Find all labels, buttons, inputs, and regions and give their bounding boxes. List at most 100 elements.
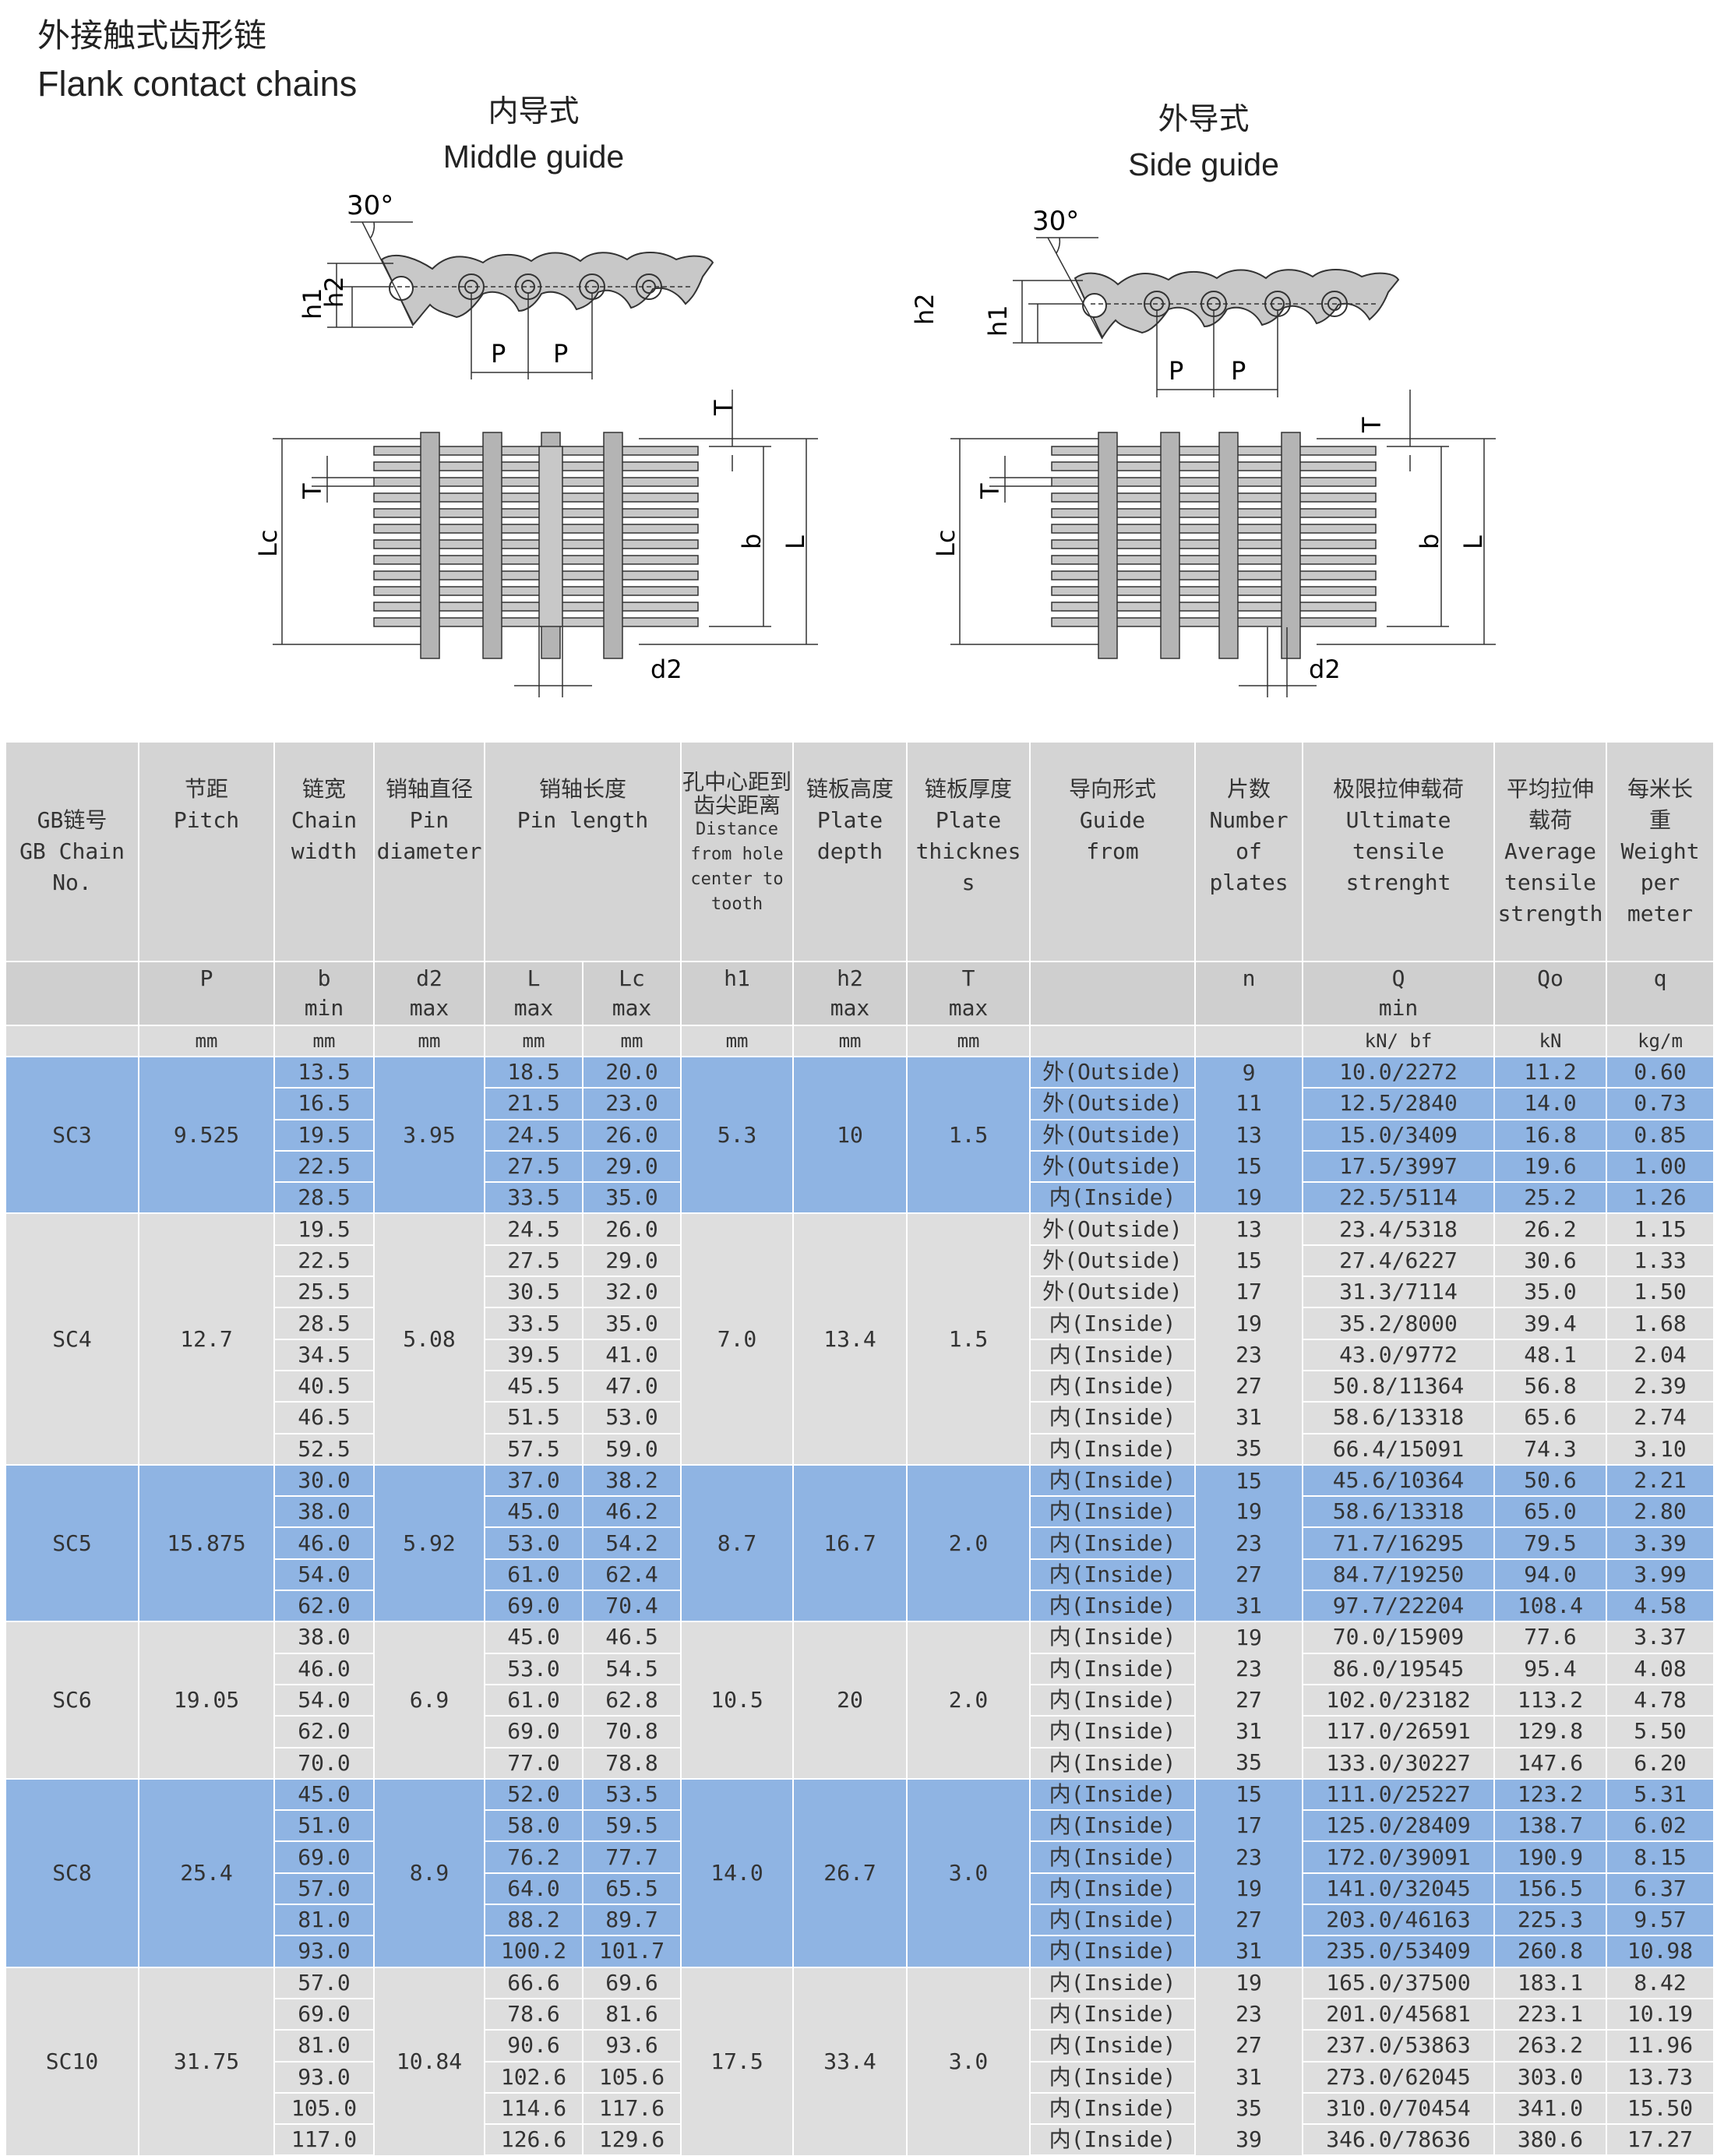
sym-q-sub: min [1378,995,1419,1021]
side-guide-diagram: 30° h2 h1 P P T [910,206,1496,697]
chain-width-cell: 19.5 [274,1119,375,1152]
average-cell: 303.0 [1494,2061,1608,2094]
guide-cell: 内(Inside) [1030,1496,1197,1529]
middle-guide-caption: 内导式 Middle guide [417,87,650,175]
pin-length-lc-cell: 29.0 [583,1150,682,1184]
b-label: b [737,534,767,549]
pin-length-lc-cell: 117.6 [583,2092,682,2126]
spec-table-body: SC3 9.525 13.5 3.95 18.5 20.0 5.3 10 1.5 外(Outsid… [6,1055,1715,2156]
pitch-label-2: P [553,339,568,369]
ultimate-cell: 310.0/70454 [1303,2092,1496,2126]
ultimate-cell: 35.2/8000 [1303,1307,1496,1340]
sym-guide [1030,962,1197,1025]
average-cell: 30.6 [1494,1244,1608,1278]
sym-lc: Lc max [583,962,682,1025]
table-row: 40.5 45.5 47.0 内(Inside) 27 50.8/11364 56.8 2.3… [6,1370,1715,1403]
weight-cell: 3.37 [1606,1621,1715,1654]
guide-cell: 内(Inside) [1030,1402,1197,1434]
sym-b: b min [274,962,375,1025]
table-row: SC4 12.7 19.5 5.08 24.5 26.0 7.0 13.4 1.5 外(Outsi… [6,1212,1715,1465]
header-chain-width: 链宽 Chain width [274,743,375,962]
h1-cell: 7.0 [681,1212,795,1465]
average-cell: 129.8 [1494,1716,1608,1748]
plates-cell: 27 [1195,1558,1304,1591]
pin-length-l-cell: 51.5 [485,1402,583,1434]
average-cell: 56.8 [1494,1370,1608,1403]
thickness-label-left: T [298,483,327,499]
spec-table: GB链号 GB Chain No. 节距 Pitch 链宽 Chain widt… [6,743,1715,2156]
header-avg-en3: strength [1497,901,1603,926]
guide-cell: 内(Inside) [1030,1904,1197,1937]
average-cell: 138.7 [1494,1810,1608,1843]
header-pin-length: 销轴长度 Pin length [485,743,682,962]
h2-label: h2 [910,293,940,325]
chain-width-cell: 30.0 [274,1463,375,1498]
header-guide-en2: from [1086,838,1139,864]
pin-length-l-cell: 100.2 [485,1935,583,1968]
ultimate-cell: 15.0/3409 [1303,1119,1496,1152]
pin-length-l-cell: 45.5 [485,1370,583,1403]
pin-length-lc-cell: 26.0 [583,1119,682,1152]
pin-length-lc-cell: 70.4 [583,1590,682,1623]
unit-p: mm [139,1025,275,1057]
plates-cell: 9 [1195,1055,1304,1089]
weight-cell: 15.50 [1606,2092,1715,2126]
side-guide-cn: 外导式 [1158,102,1250,137]
table-row: SC10 31.75 57.0 10.84 66.6 69.6 17.5 33.4 3.0 内(I… [6,1966,1715,2156]
weight-cell: 6.02 [1606,1810,1715,1843]
h2-cell: 10 [793,1055,908,1214]
plates-cell: 31 [1195,1716,1304,1748]
thickness-label-left: T [975,483,1005,499]
header-wt-en1: Weight [1620,838,1700,864]
chain-width-cell: 34.5 [274,1339,375,1371]
table-row: 69.0 78.6 81.6 内(Inside) 23 201.0/45681 223.1 1… [6,1998,1715,2031]
plates-cell: 31 [1195,1590,1304,1622]
header-dist-en2: from hole [690,845,784,864]
header-thick-cn: 链板厚度 [925,776,1013,802]
ultimate-cell: 71.7/16295 [1303,1527,1496,1560]
spec-table-wrapper: GB链号 GB Chain No. 节距 Pitch 链宽 Chain widt… [6,743,1715,2156]
ultimate-cell: 58.6/13318 [1303,1496,1496,1529]
average-cell: 65.0 [1494,1496,1608,1529]
sym-l-sub: max [513,995,554,1021]
guide-cell: 内(Inside) [1030,1463,1197,1498]
h1-cell: 8.7 [681,1463,795,1622]
average-cell: 147.6 [1494,1747,1608,1780]
pitch-cell: 19.05 [139,1621,275,1779]
side-view-chain [1013,237,1400,397]
chain-width-cell: 69.0 [274,1841,375,1874]
ultimate-cell: 102.0/23182 [1303,1684,1496,1717]
pin-length-lc-cell: 62.4 [583,1558,682,1592]
average-cell: 14.0 [1494,1088,1608,1120]
pin-length-lc-cell: 20.0 [583,1055,682,1089]
pin-length-l-cell: 52.0 [485,1777,583,1812]
guide-cell: 外(Outside) [1030,1212,1197,1246]
ultimate-cell: 203.0/46163 [1303,1904,1496,1937]
unit-l: mm [485,1025,583,1057]
guide-cell: 内(Inside) [1030,1433,1197,1466]
header-gb-en1: GB Chain [19,838,125,864]
pin-length-l-cell: 76.2 [485,1841,583,1874]
chain-width-cell: 40.5 [274,1370,375,1403]
pin-length-lc-cell: 105.6 [583,2061,682,2094]
chain-width-cell: 45.0 [274,1777,375,1812]
pin-length-lc-cell: 46.5 [583,1621,682,1654]
thickness-cell: 2.0 [907,1463,1031,1622]
pin-length-lc-cell: 54.2 [583,1527,682,1560]
plates-cell: 19 [1195,1182,1304,1214]
page-title-en: Flank contact chains [37,64,358,104]
weight-cell: 2.04 [1606,1339,1715,1371]
weight-cell: 10.98 [1606,1935,1715,1968]
header-depth-en2: depth [816,838,883,864]
sym-gb [6,962,139,1025]
weight-cell: 0.73 [1606,1088,1715,1120]
unit-lc: mm [583,1025,682,1057]
guide-cell: 内(Inside) [1030,2061,1197,2094]
pin-length-lc-cell: 89.7 [583,1904,682,1937]
plates-cell: 31 [1195,1402,1304,1434]
weight-cell: 8.42 [1606,1966,1715,1999]
guide-cell: 内(Inside) [1030,1653,1197,1685]
plates-cell: 19 [1195,1872,1304,1905]
